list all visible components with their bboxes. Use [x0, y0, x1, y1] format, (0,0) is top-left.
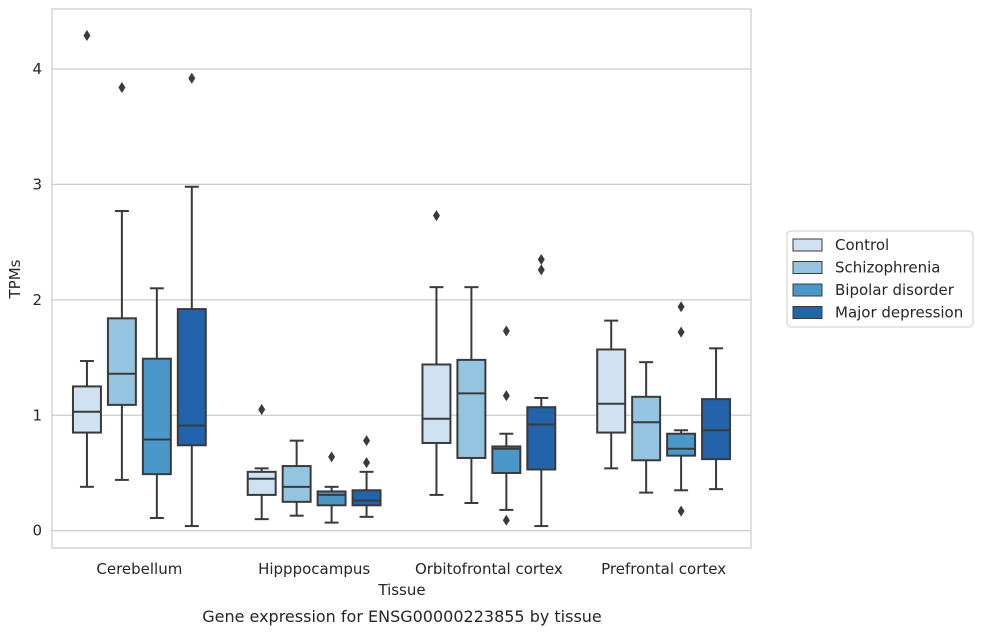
- box-major-depression-3: [701, 347, 732, 491]
- box-body: [141, 357, 172, 476]
- y-tick-label: 2: [32, 291, 42, 309]
- box-major-depression-1: [351, 435, 382, 518]
- x-tick-label: Hipppocampus: [258, 560, 370, 578]
- outlier-point: [502, 514, 510, 526]
- legend-frame: [786, 230, 974, 328]
- outlier-point: [677, 326, 685, 338]
- outlier-point: [83, 30, 91, 42]
- x-axis-label: Tissue: [377, 581, 425, 599]
- plot-frame: [51, 8, 752, 549]
- outlier-point: [258, 403, 266, 415]
- legend-item-schizophrenia: Schizophrenia: [792, 259, 940, 277]
- legend-swatch: [792, 283, 823, 297]
- box-control-1: [246, 403, 277, 521]
- box-body: [421, 363, 452, 444]
- legend-swatch: [792, 306, 823, 319]
- box-body: [176, 308, 207, 447]
- legend-item-major-depression: Major depression: [792, 304, 963, 322]
- box-bipolar-disorder-3: [666, 301, 697, 517]
- box-body: [281, 465, 312, 503]
- box-body: [596, 348, 627, 434]
- legend-label: Schizophrenia: [835, 259, 940, 277]
- box-bipolar-disorder-1: [316, 451, 347, 524]
- outlier-point: [363, 457, 371, 469]
- legend-swatch: [792, 261, 823, 274]
- y-tick-labels: 0 1 2 3 4: [32, 60, 42, 540]
- outlier-point: [502, 390, 510, 402]
- outlier-point: [188, 72, 196, 84]
- box-body: [701, 398, 732, 461]
- box-control-3: [596, 319, 627, 470]
- box-bipolar-disorder-2: [491, 325, 522, 526]
- box-schizophrenia-2: [456, 286, 487, 504]
- x-tick-label: Orbitofrontal cortex: [415, 560, 563, 578]
- y-tick-label: 0: [32, 522, 42, 540]
- legend: Control Schizophrenia Bipolar disorder Majo…: [786, 230, 974, 328]
- legend-item-control: Control: [792, 236, 889, 254]
- box-schizophrenia-1: [281, 439, 312, 517]
- legend-item-bipolar-disorder: Bipolar disorder: [792, 281, 955, 299]
- boxes: [71, 30, 732, 528]
- box-body: [246, 470, 277, 496]
- box-body: [71, 385, 102, 434]
- outlier-point: [328, 451, 336, 463]
- legend-swatch: [792, 238, 823, 252]
- outlier-point: [537, 264, 545, 276]
- box-control-2: [421, 210, 452, 496]
- box-body: [316, 490, 347, 507]
- legend-label: Control: [835, 236, 889, 254]
- x-tick-labels: Cerebellum Hipppocampus Orbitofrontal cort…: [96, 560, 726, 578]
- figure-caption: Gene expression for ENSG00000223855 by t…: [202, 607, 602, 626]
- y-tick-label: 4: [32, 60, 42, 78]
- box-schizophrenia-3: [631, 361, 662, 494]
- box-body: [456, 358, 487, 459]
- outlier-point: [118, 81, 126, 93]
- box-control-0: [71, 30, 102, 488]
- outlier-point: [502, 325, 510, 337]
- box-schizophrenia-0: [106, 81, 137, 481]
- box-body: [491, 445, 522, 474]
- outlier-point: [537, 253, 545, 265]
- box-body: [666, 432, 697, 457]
- y-tick-label: 3: [32, 175, 42, 193]
- y-axis-label: TPMs: [6, 259, 24, 299]
- box-body: [631, 395, 662, 462]
- outlier-point: [363, 435, 371, 447]
- outlier-point: [677, 505, 685, 517]
- legend-label: Bipolar disorder: [835, 281, 955, 299]
- legend-label: Major depression: [835, 304, 963, 322]
- outlier-point: [432, 210, 440, 222]
- box-body: [526, 406, 557, 471]
- box-major-depression-2: [526, 253, 557, 528]
- box-body: [106, 317, 137, 406]
- box-bipolar-disorder-0: [141, 287, 172, 519]
- x-tick-label: Prefrontal cortex: [601, 560, 726, 578]
- y-tick-label: 1: [32, 406, 42, 424]
- box-body: [351, 489, 382, 507]
- box-major-depression-0: [176, 72, 207, 528]
- x-tick-label: Cerebellum: [96, 560, 182, 578]
- outlier-point: [677, 301, 685, 313]
